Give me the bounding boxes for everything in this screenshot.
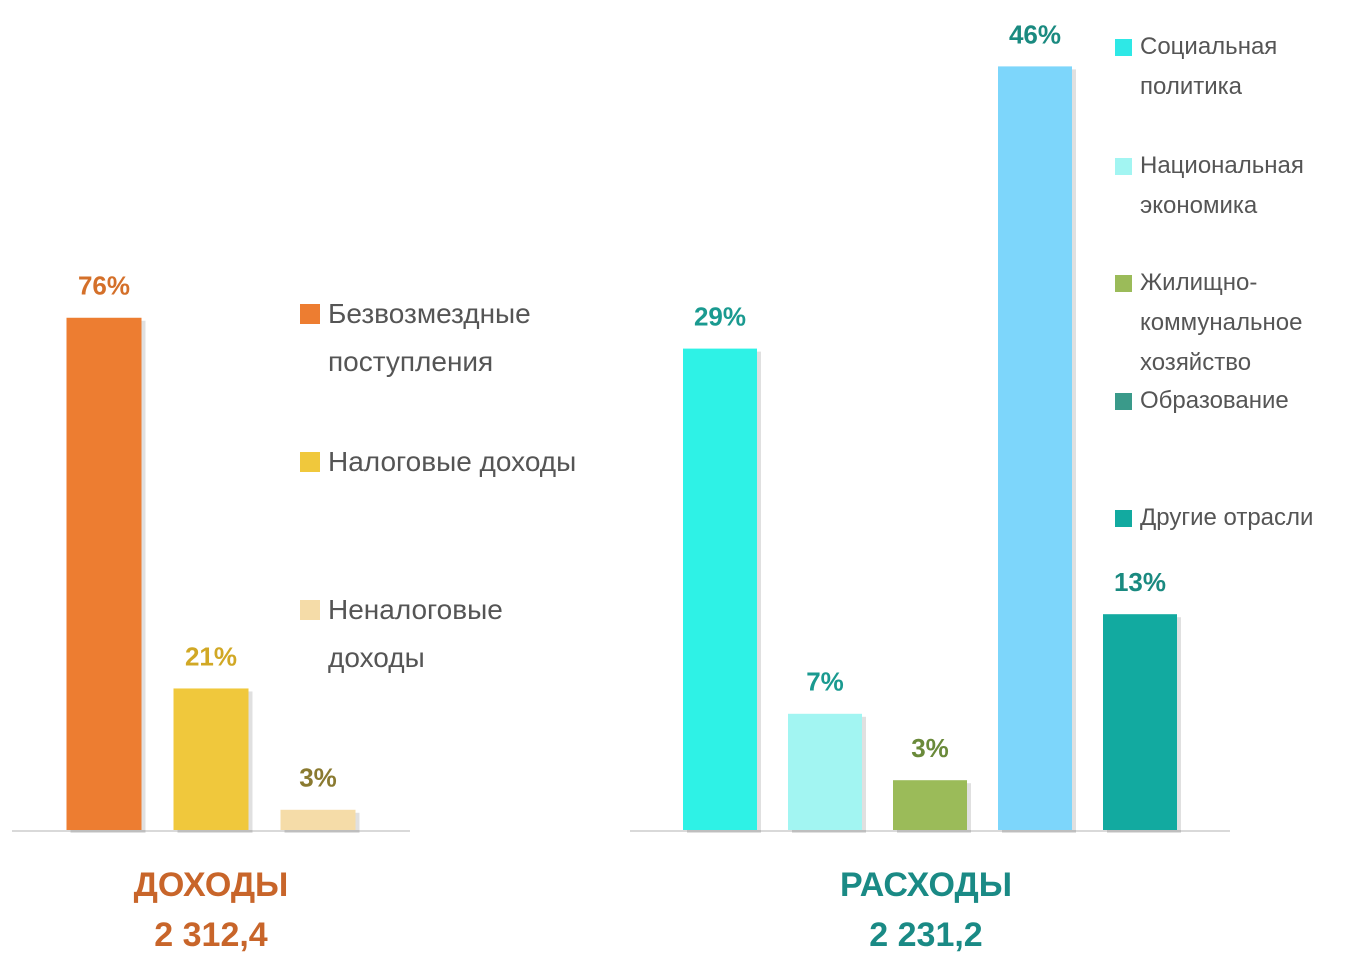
legend-swatch <box>1115 157 1132 175</box>
legend-swatch <box>1115 392 1132 410</box>
value-label: 46% <box>1009 19 1061 49</box>
bar <box>998 66 1072 830</box>
chart-subtitle: 2 312,4 <box>154 916 268 954</box>
value-label: 7% <box>806 667 844 697</box>
bar <box>173 688 249 830</box>
legend-item: Налоговые доходы <box>300 438 598 486</box>
bar <box>683 348 757 830</box>
legend-label: Жилищно-коммунальное хозяйство <box>1140 269 1303 376</box>
chart-title: РАСХОДЫ <box>840 866 1012 904</box>
bar <box>280 809 356 830</box>
legend-item: Жилищно-коммунальное хозяйство <box>1115 263 1361 383</box>
legend-label: Образование <box>1140 387 1289 414</box>
value-label: 3% <box>299 763 337 793</box>
legend-item: Другие отрасли <box>1115 498 1361 538</box>
bar <box>893 780 967 830</box>
legend-label: Налоговые доходы <box>328 446 577 477</box>
legend-label: Безвозмездные поступления <box>328 298 531 377</box>
legend-swatch <box>1115 274 1132 292</box>
bar <box>66 317 142 830</box>
legend-swatch <box>300 304 320 324</box>
legend-label: Неналоговые доходы <box>328 594 503 673</box>
chart-title: ДОХОДЫ <box>134 866 289 904</box>
legend-item: Неналоговые доходы <box>300 586 598 682</box>
value-label: 3% <box>911 733 949 763</box>
value-label: 29% <box>694 301 746 331</box>
value-label: 21% <box>185 641 237 671</box>
legend-item: Социальная политика <box>1115 27 1361 107</box>
chart-subtitle: 2 231,2 <box>869 916 982 954</box>
value-label: 76% <box>78 271 130 301</box>
legend-label: Национальная экономика <box>1140 152 1304 219</box>
legend-swatch <box>1115 509 1132 527</box>
legend-item: Образование <box>1115 381 1361 421</box>
legend-swatch <box>1115 38 1132 56</box>
legend-label: Социальная политика <box>1140 33 1278 100</box>
value-label: 13% <box>1114 567 1166 597</box>
bar <box>1103 614 1177 830</box>
legend-item: Безвозмездные поступления <box>300 290 598 386</box>
legend-swatch <box>300 452 320 472</box>
bar <box>788 713 862 830</box>
legend-item: Национальная экономика <box>1115 146 1361 226</box>
legend-swatch <box>300 600 320 620</box>
legend-label: Другие отрасли <box>1140 504 1314 531</box>
